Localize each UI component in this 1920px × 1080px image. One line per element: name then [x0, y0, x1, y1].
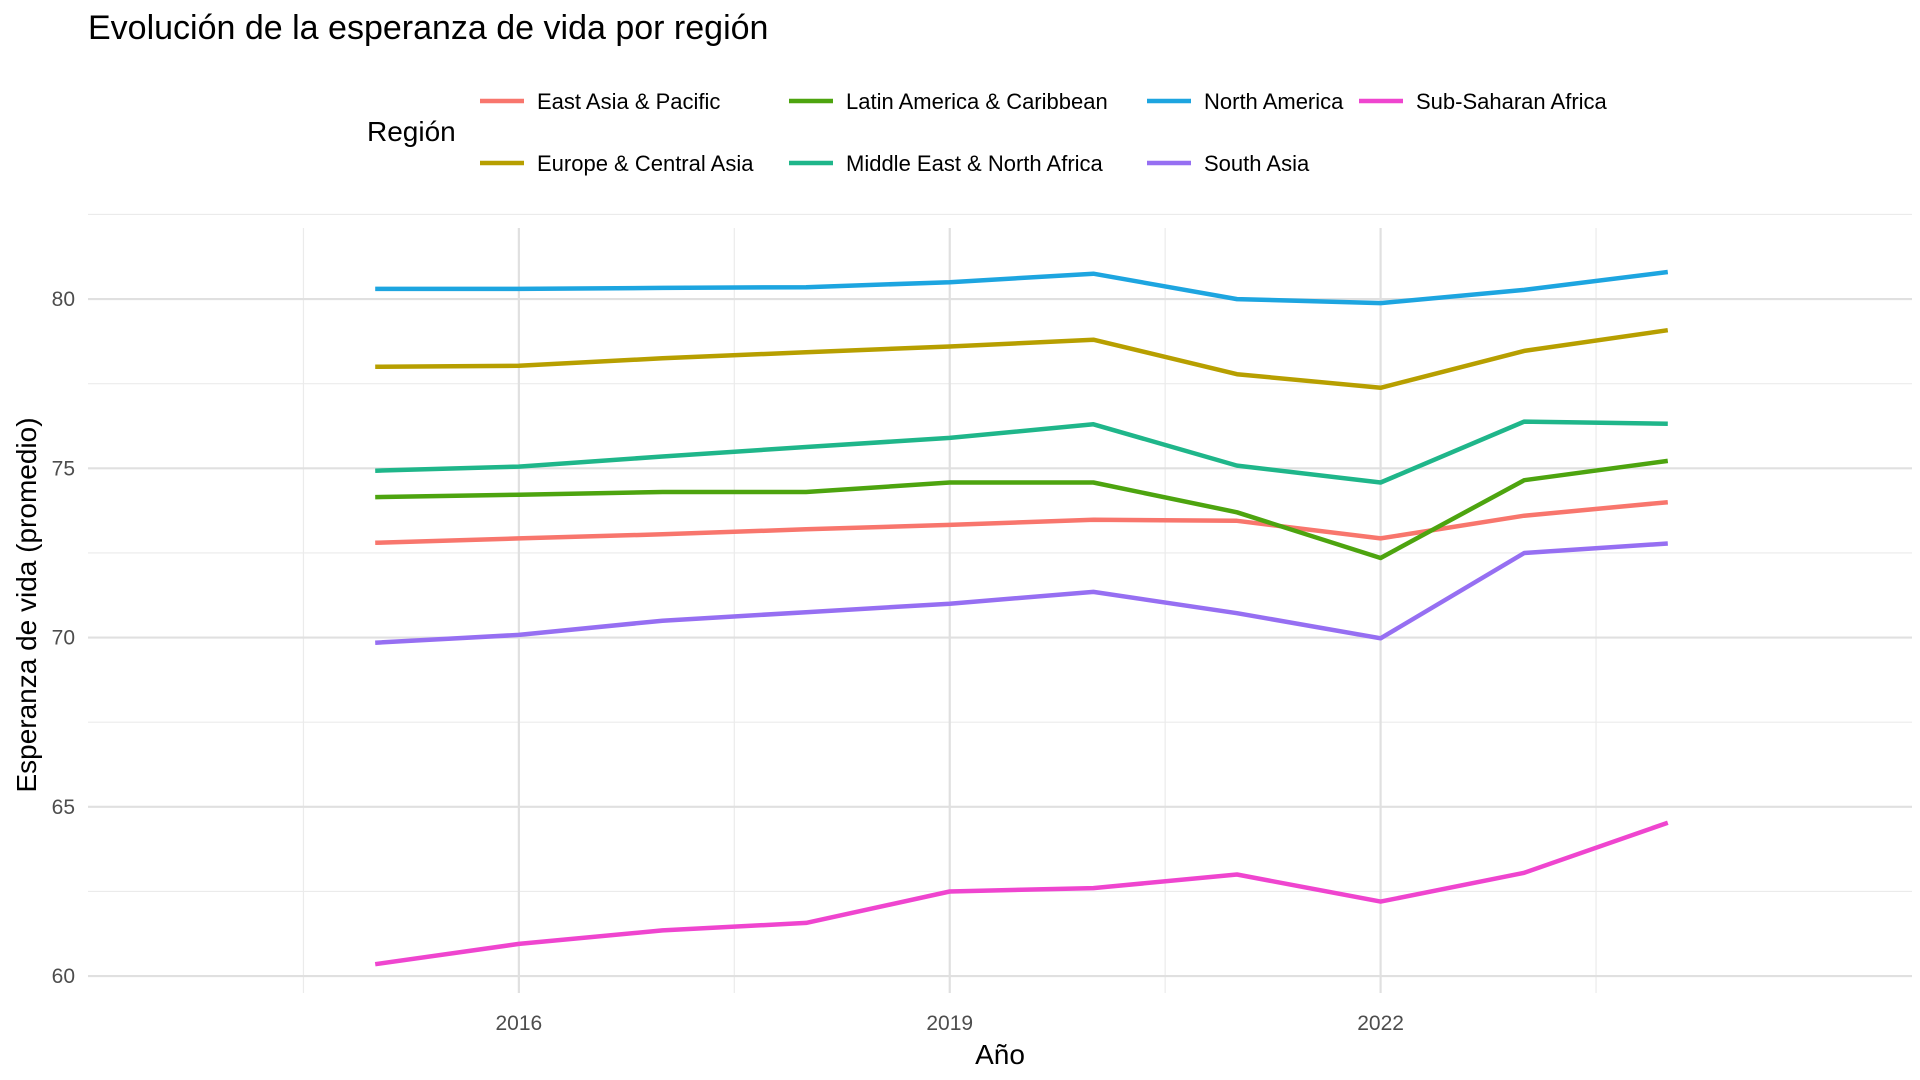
legend-title: Región — [367, 116, 456, 147]
legend-label: North America — [1204, 89, 1344, 114]
y-tick-label: 65 — [52, 796, 75, 819]
legend-label: East Asia & Pacific — [537, 89, 720, 114]
x-tick-label: 2022 — [1357, 1012, 1404, 1035]
legend-label: Middle East & North Africa — [846, 151, 1104, 176]
y-axis-title: Esperanza de vida (promedio) — [11, 417, 42, 792]
x-axis-ticks: 2016 2019 2022 — [496, 1012, 1404, 1035]
legend-label: South Asia — [1204, 151, 1310, 176]
y-axis-ticks: 60 65 70 75 80 — [52, 288, 75, 988]
legend: Región East Asia & Pacific Europe & Centr… — [367, 89, 1608, 176]
series-line — [375, 499, 1669, 546]
gridlines — [88, 213, 1912, 993]
legend-label: Sub-Saharan Africa — [1416, 89, 1608, 114]
y-tick-label: 70 — [52, 627, 75, 650]
series-line — [375, 541, 1668, 645]
series-lines — [374, 269, 1669, 967]
y-tick-label: 75 — [52, 457, 75, 480]
series-line — [375, 458, 1669, 561]
chart-title: Evolución de la esperanza de vida por re… — [88, 9, 768, 47]
legend-label: Europe & Central Asia — [537, 151, 754, 176]
x-tick-label: 2016 — [496, 1012, 543, 1035]
series-line — [375, 269, 1669, 306]
x-axis-title: Año — [975, 1039, 1025, 1070]
y-tick-label: 60 — [52, 965, 75, 988]
series-line — [375, 327, 1669, 391]
series-line — [374, 820, 1669, 967]
y-tick-label: 80 — [52, 288, 75, 311]
x-tick-label: 2019 — [926, 1012, 973, 1035]
series-line — [375, 419, 1668, 485]
legend-label: Latin America & Caribbean — [846, 89, 1108, 114]
